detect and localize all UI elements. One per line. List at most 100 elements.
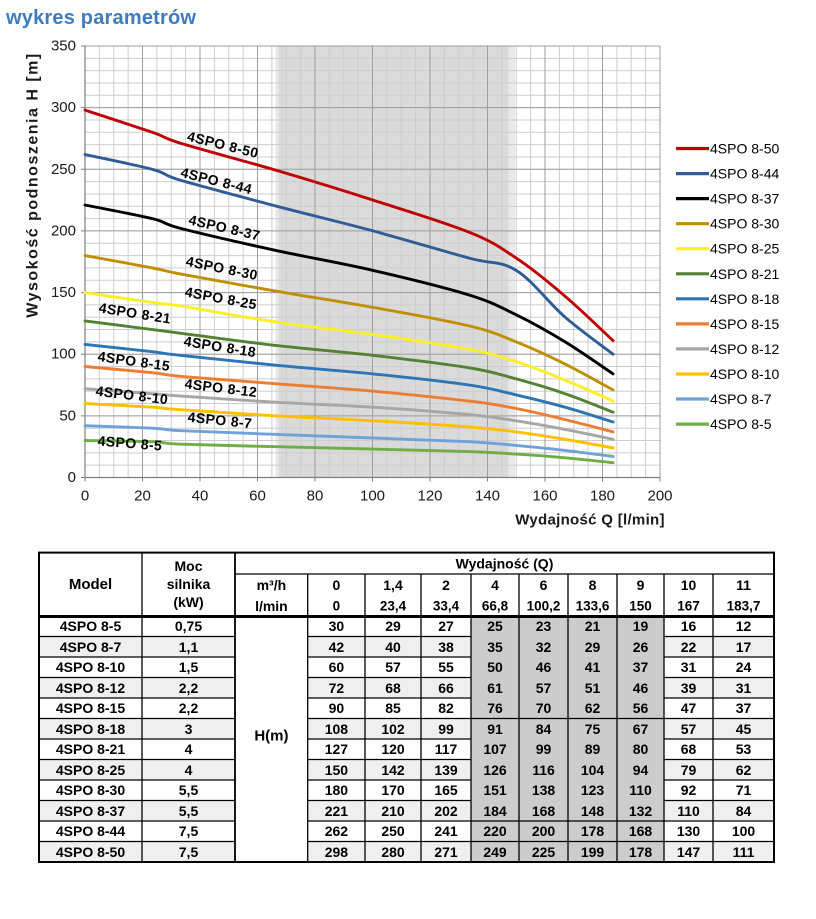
svg-text:2,2: 2,2 [179, 680, 199, 696]
svg-text:47: 47 [681, 700, 697, 716]
svg-text:2: 2 [442, 577, 450, 593]
svg-text:Wydajność Q [l/min]: Wydajność Q [l/min] [515, 512, 665, 529]
svg-text:139: 139 [434, 762, 458, 778]
svg-text:4SPO 8-15: 4SPO 8-15 [56, 700, 125, 716]
svg-text:8: 8 [589, 577, 597, 593]
svg-text:280: 280 [381, 844, 405, 860]
svg-text:6: 6 [540, 577, 548, 593]
svg-text:300: 300 [51, 99, 76, 116]
svg-text:4SPO 8-50: 4SPO 8-50 [710, 141, 779, 157]
svg-text:0: 0 [81, 488, 89, 505]
svg-text:4SPO 8-44: 4SPO 8-44 [56, 823, 125, 839]
svg-text:160: 160 [532, 488, 557, 505]
svg-text:51: 51 [585, 680, 601, 696]
svg-text:110: 110 [629, 782, 652, 798]
svg-text:221: 221 [325, 803, 349, 819]
svg-text:202: 202 [434, 803, 458, 819]
svg-text:29: 29 [385, 618, 401, 634]
svg-text:168: 168 [629, 823, 653, 839]
svg-text:120: 120 [381, 741, 405, 757]
svg-text:10: 10 [681, 577, 697, 593]
svg-text:100,2: 100,2 [527, 599, 561, 614]
svg-text:132: 132 [629, 803, 653, 819]
svg-text:41: 41 [585, 659, 601, 675]
svg-text:249: 249 [483, 844, 507, 860]
svg-text:127: 127 [325, 741, 349, 757]
svg-text:126: 126 [483, 762, 507, 778]
svg-text:200: 200 [647, 488, 672, 505]
svg-text:4SPO 8-44: 4SPO 8-44 [710, 166, 779, 182]
svg-text:178: 178 [581, 823, 605, 839]
svg-text:92: 92 [681, 782, 697, 798]
svg-text:70: 70 [536, 700, 552, 716]
svg-text:50: 50 [487, 659, 503, 675]
svg-text:Wysokość podnoszenia H [m]: Wysokość podnoszenia H [m] [25, 52, 42, 317]
svg-text:180: 180 [325, 782, 349, 798]
svg-text:100: 100 [732, 823, 756, 839]
svg-text:200: 200 [51, 222, 76, 239]
svg-text:m³/h: m³/h [257, 577, 287, 593]
svg-text:89: 89 [585, 741, 601, 757]
svg-text:108: 108 [325, 721, 349, 737]
svg-text:40: 40 [192, 488, 209, 505]
svg-text:25: 25 [487, 618, 503, 634]
svg-text:45: 45 [736, 721, 752, 737]
svg-text:262: 262 [325, 823, 349, 839]
svg-text:55: 55 [438, 659, 454, 675]
svg-text:23,4: 23,4 [380, 599, 407, 614]
svg-text:79: 79 [681, 762, 697, 778]
svg-text:68: 68 [681, 741, 697, 757]
svg-text:117: 117 [435, 741, 458, 757]
svg-text:30: 30 [329, 618, 345, 634]
svg-text:4SPO 8-21: 4SPO 8-21 [56, 741, 125, 757]
svg-text:4SPO 8-18: 4SPO 8-18 [710, 291, 779, 307]
svg-text:4SPO 8-21: 4SPO 8-21 [710, 266, 779, 282]
svg-text:1,5: 1,5 [179, 659, 199, 675]
svg-text:4SPO 8-10: 4SPO 8-10 [56, 659, 125, 675]
svg-text:4SPO 8-5: 4SPO 8-5 [60, 618, 122, 634]
svg-text:l/min: l/min [255, 598, 288, 614]
svg-text:4: 4 [491, 577, 499, 593]
svg-text:151: 151 [483, 782, 507, 798]
svg-text:Moc: Moc [175, 558, 203, 574]
svg-text:60: 60 [249, 488, 266, 505]
svg-text:19: 19 [633, 618, 649, 634]
svg-text:71: 71 [736, 782, 752, 798]
svg-text:12: 12 [736, 618, 752, 634]
svg-text:241: 241 [434, 823, 458, 839]
svg-text:46: 46 [536, 659, 552, 675]
svg-text:4SPO 8-7: 4SPO 8-7 [187, 409, 253, 432]
svg-text:72: 72 [329, 680, 345, 696]
svg-text:4SPO 8-5: 4SPO 8-5 [97, 432, 163, 453]
svg-text:50: 50 [59, 407, 76, 424]
svg-text:68: 68 [385, 680, 401, 696]
svg-text:42: 42 [329, 639, 345, 655]
svg-text:167: 167 [677, 599, 700, 614]
svg-text:120: 120 [417, 488, 442, 505]
svg-text:31: 31 [681, 659, 697, 675]
svg-text:7,5: 7,5 [179, 844, 199, 860]
svg-text:4SPO 8-37: 4SPO 8-37 [710, 191, 779, 207]
svg-text:250: 250 [381, 823, 405, 839]
svg-text:53: 53 [736, 741, 752, 757]
svg-text:168: 168 [532, 803, 556, 819]
svg-text:138: 138 [532, 782, 556, 798]
svg-text:110: 110 [677, 803, 700, 819]
svg-text:180: 180 [590, 488, 615, 505]
svg-text:31: 31 [736, 680, 752, 696]
svg-text:37: 37 [633, 659, 649, 675]
svg-text:27: 27 [438, 618, 454, 634]
svg-text:4: 4 [185, 741, 193, 757]
svg-text:150: 150 [325, 762, 349, 778]
svg-text:0: 0 [68, 469, 76, 486]
svg-text:0,75: 0,75 [175, 618, 202, 634]
svg-text:150: 150 [51, 284, 76, 301]
svg-text:4SPO 8-10: 4SPO 8-10 [710, 366, 779, 382]
svg-text:4SPO 8-30: 4SPO 8-30 [56, 782, 125, 798]
svg-text:37: 37 [736, 700, 752, 716]
svg-text:4SPO 8-37: 4SPO 8-37 [56, 803, 125, 819]
svg-text:4SPO 8-15: 4SPO 8-15 [710, 316, 779, 332]
svg-text:84: 84 [736, 803, 752, 819]
svg-text:4SPO 8-18: 4SPO 8-18 [56, 721, 125, 737]
svg-text:133,6: 133,6 [576, 599, 610, 614]
